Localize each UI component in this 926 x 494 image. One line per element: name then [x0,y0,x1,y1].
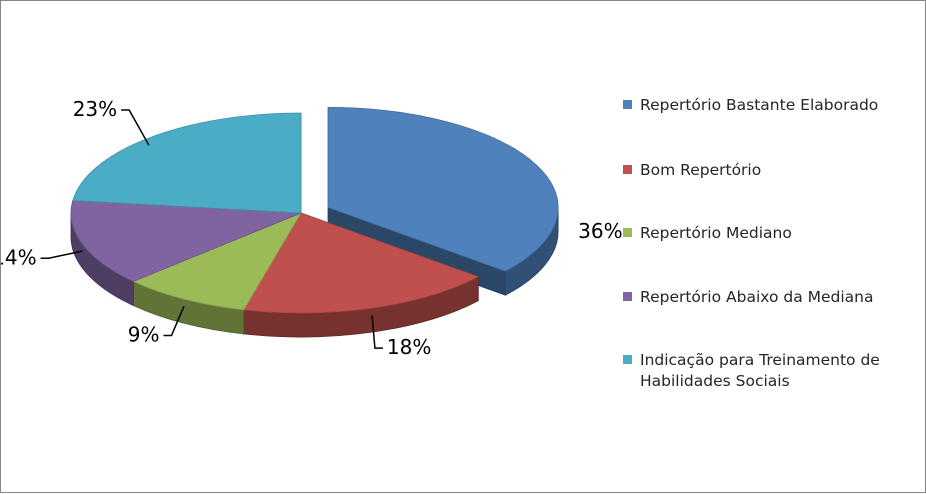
pie-slice-abaixo-mediana [70,200,302,282]
legend-swatch [623,355,632,364]
data-label-mediano: 9% [128,323,160,347]
pie-slice-bom-repertorio [243,212,480,314]
legend-item-bom-repertorio: Bom Repertório [623,160,918,181]
pie-slice-treinamento [72,112,302,214]
legend-item-abaixo-mediana: Repertório Abaixo da Mediana [623,287,918,308]
leader-line [371,315,383,349]
legend-swatch [623,292,632,301]
leader-line [121,109,150,146]
legend-label: Indicação para Treinamento de Habilidade… [640,351,880,390]
data-label-bastante-elaborado: 36% [578,219,622,243]
legend-item-treinamento: Indicação para Treinamento de Habilidade… [623,350,918,392]
legend-label: Bom Repertório [640,161,762,179]
pie-slice-mediano [132,212,302,311]
legend-swatch [623,228,632,237]
legend-label: Repertório Abaixo da Mediana [640,288,874,306]
data-label-bom-repertorio: 18% [387,335,431,359]
leader-line [163,305,185,337]
legend-label: Repertório Mediano [640,224,792,242]
legend-label: Repertório Bastante Elaborado [640,96,879,114]
legend-item-bastante-elaborado: Repertório Bastante Elaborado [623,95,918,116]
pie-slice-bastante-elaborado [327,107,559,272]
leader-line [40,250,83,260]
legend-swatch [623,100,632,109]
legend-swatch [623,165,632,174]
legend-item-mediano: Repertório Mediano [623,223,918,244]
data-label-treinamento: 23% [73,97,117,121]
data-label-abaixo-mediana: 14% [1,245,37,269]
